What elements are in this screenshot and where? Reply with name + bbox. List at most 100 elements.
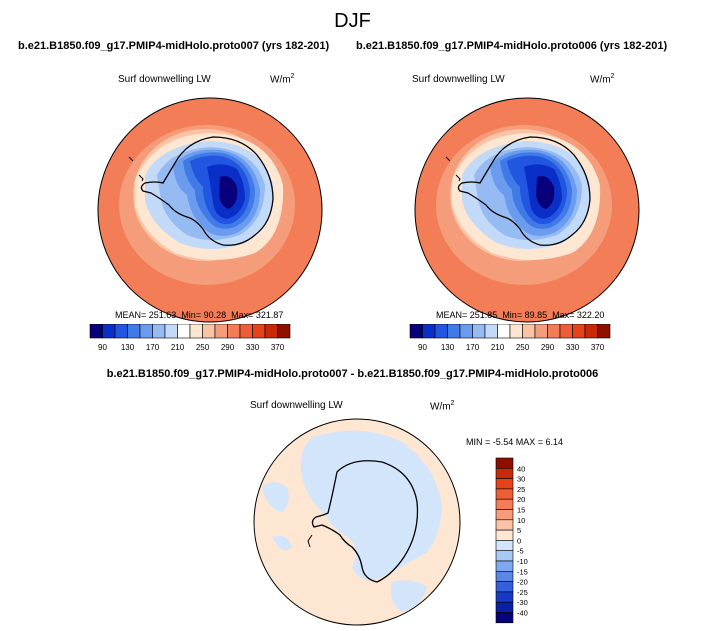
difference-polar-map [253, 418, 461, 626]
left-mean: MEAN= 251.63 [115, 310, 177, 320]
colorbar-box [252, 324, 266, 339]
colorbar-tick-label: -15 [517, 567, 528, 576]
colorbar-tick-label: -5 [517, 547, 524, 556]
colorbar-box [534, 324, 548, 339]
colorbar-box [495, 571, 514, 582]
colorbar-box [127, 324, 141, 339]
right-case-title: b.e21.B1850.f09_g17.PMIP4-midHolo.proto0… [356, 40, 668, 52]
colorbar-box [139, 324, 153, 339]
left-variable-label: Surf downwelling LW [118, 74, 211, 85]
colorbar-box [495, 601, 514, 613]
right-mean: MEAN= 251.85 [436, 310, 498, 320]
colorbar-box [239, 324, 253, 339]
colorbar-tick-label: 15 [517, 506, 525, 515]
colorbar-tick-label: -30 [517, 598, 528, 607]
colorbar-tick-label: 0 [517, 536, 521, 545]
colorbar-box [572, 324, 586, 339]
colorbar-box [227, 324, 241, 339]
colorbar-tick-label: 290 [541, 343, 555, 352]
colorbar-tick-label: 170 [466, 343, 480, 352]
colorbar-box [434, 324, 448, 339]
colorbar-tick-label: 210 [491, 343, 505, 352]
colorbar-tick-label: 5 [517, 526, 521, 535]
left-max: Max= 321.87 [231, 310, 284, 320]
left-stats: MEAN= 251.63 Min= 90.28 Max= 321.87 [115, 310, 283, 320]
colorbar-box [459, 324, 473, 339]
colorbar-tick-label: 90 [98, 343, 107, 352]
colorbar-tick-label: 210 [171, 343, 185, 352]
right-variable-label: Surf downwelling LW [412, 74, 505, 85]
colorbar-box [495, 529, 514, 541]
colorbar-box [102, 324, 116, 339]
right-min: Min= 89.85 [502, 310, 548, 320]
colorbar-box [495, 488, 514, 500]
colorbar-box [164, 324, 178, 339]
colorbar-box [547, 324, 561, 339]
colorbar-tick-label: 130 [121, 343, 135, 352]
colorbar-tick-label: 30 [517, 475, 525, 484]
colorbar-box [202, 324, 216, 339]
colorbar-tick-label: 25 [517, 485, 525, 494]
colorbar-box [584, 324, 598, 339]
colorbar-tick-label: 10 [517, 516, 525, 525]
colorbar-box [495, 550, 514, 562]
left-polar-map [97, 97, 323, 323]
colorbar-box [89, 324, 103, 339]
colorbar-box [597, 324, 611, 339]
colorbar-box [277, 324, 291, 339]
colorbar-box [495, 468, 514, 479]
colorbar-tick-label: 250 [196, 343, 210, 352]
colorbar-tick-label: 290 [221, 343, 235, 352]
colorbar-tick-label: 330 [566, 343, 580, 352]
colorbar-box [422, 324, 436, 339]
colorbar-box [152, 324, 166, 339]
colorbar-box [214, 324, 228, 339]
left-min: Min= 90.28 [181, 310, 227, 320]
left-case-title: b.e21.B1850.f09_g17.PMIP4-midHolo.proto0… [18, 40, 330, 52]
colorbar-tick-label: -10 [517, 557, 528, 566]
right-polar-map [414, 97, 640, 323]
colorbar-box [495, 509, 514, 521]
colorbar-tick-label: -25 [517, 588, 528, 597]
right-max: Max= 322.20 [552, 310, 605, 320]
colorbar-tick-label: 170 [146, 343, 160, 352]
colorbar-box [264, 324, 278, 339]
colorbar-box [484, 324, 498, 339]
colorbar-box [509, 324, 523, 339]
colorbar-box [559, 324, 573, 339]
colorbar-box [495, 478, 514, 490]
colorbar-box [495, 591, 514, 603]
colorbar-box [495, 581, 514, 593]
colorbar-box [495, 498, 514, 510]
colorbar-tick-label: 90 [418, 343, 427, 352]
colorbar-tick-label: 20 [517, 495, 525, 504]
left-colorbar: 90 130 170 210 250 290 330 370 [89, 324, 291, 352]
colorbar-box [189, 324, 203, 339]
colorbar-box [114, 324, 128, 339]
colorbar-tick-label: 130 [441, 343, 455, 352]
difference-title: b.e21.B1850.f09_g17.PMIP4-midHolo.proto0… [106, 368, 599, 380]
colorbar-box [495, 457, 514, 469]
colorbar-box [409, 324, 423, 339]
colorbar-tick-label: 370 [591, 343, 605, 352]
colorbar-box [522, 324, 536, 339]
colorbar-tick-label: 250 [516, 343, 530, 352]
colorbar-box [495, 560, 514, 572]
colorbar-box [472, 324, 486, 339]
colorbar-tick-label: 40 [517, 464, 525, 473]
colorbar-box [495, 540, 514, 552]
diff-variable-label: Surf downwelling LW [250, 400, 343, 411]
colorbar-tick-label: -40 [517, 609, 528, 618]
colorbar-box [447, 324, 461, 339]
diff-stats: MIN = -5.54 MAX = 6.14 [466, 437, 564, 447]
colorbar-box [495, 612, 514, 624]
colorbar-box [497, 324, 511, 339]
diff-units-label: W/m2 [430, 400, 455, 413]
figure-title: DJF [334, 10, 371, 32]
right-colorbar: 90 130 170 210 250 290 330 370 [409, 324, 611, 352]
colorbar-tick-label: 370 [271, 343, 285, 352]
right-units-label: W/m2 [590, 73, 615, 86]
colorbar-box [177, 324, 191, 339]
colorbar-tick-label: 330 [246, 343, 260, 352]
